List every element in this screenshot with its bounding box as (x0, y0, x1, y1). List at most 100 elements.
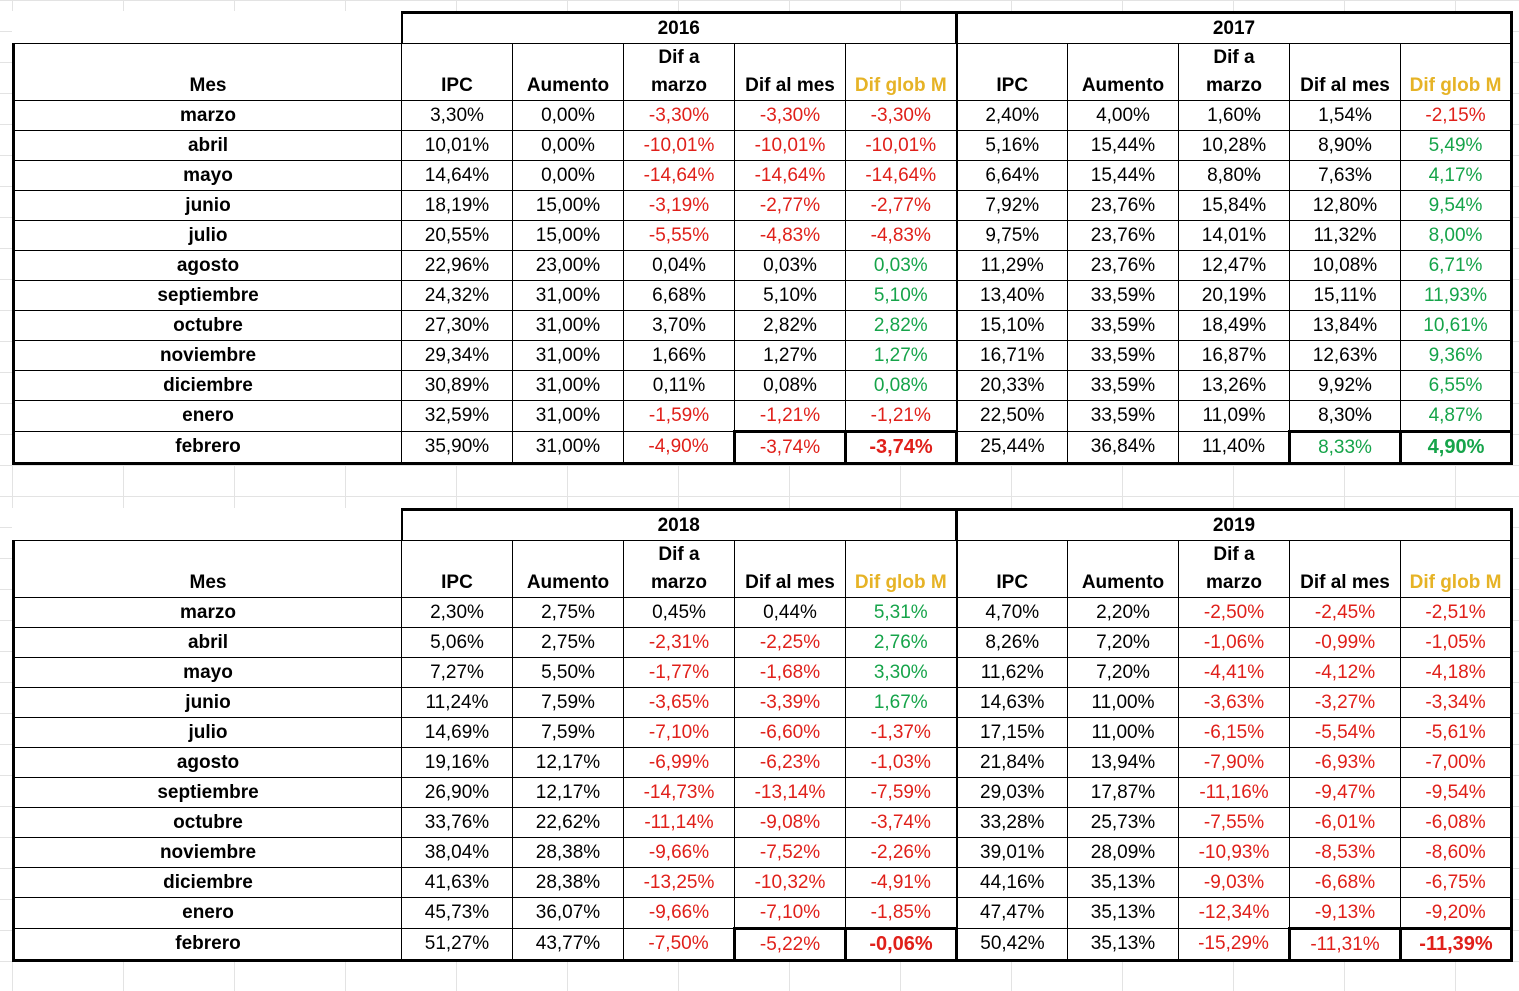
aumento-cell[interactable]: 23,76% (1067, 220, 1179, 251)
ipc-cell[interactable]: 44,16% (955, 867, 1068, 898)
ipc-cell[interactable]: 26,90% (401, 777, 513, 808)
aumento-cell[interactable]: 31,00% (512, 431, 624, 465)
ipc-cell[interactable]: 4,70% (955, 597, 1068, 628)
dif-glob-m-cell[interactable]: -2,51% (1400, 597, 1513, 628)
aumento-cell[interactable]: 2,20% (1067, 597, 1179, 628)
dif-al-mes-cell[interactable]: -2,45% (1289, 597, 1401, 628)
dif-a-marzo-cell[interactable]: 1,66% (623, 340, 735, 371)
month-cell[interactable]: diciembre (12, 867, 402, 898)
dif-a-marzo-cell[interactable]: -9,66% (623, 837, 735, 868)
ipc-cell[interactable]: 14,64% (401, 160, 513, 191)
dif-glob-m-cell[interactable]: 1,27% (845, 340, 957, 371)
dif-al-mes-cell[interactable]: -11,31% (1288, 927, 1402, 962)
dif-a-marzo-cell[interactable]: -7,10% (623, 717, 735, 748)
dif-al-mes-cell[interactable]: -7,52% (734, 837, 846, 868)
dif-glob-m-cell[interactable]: 11,93% (1400, 280, 1513, 311)
ipc-cell[interactable]: 20,33% (955, 370, 1068, 401)
ipc-cell[interactable]: 21,84% (955, 747, 1068, 778)
dif-al-mes-cell[interactable]: 9,92% (1289, 370, 1401, 401)
column-header-dif-al-mes[interactable]: Dif al mes (1289, 43, 1401, 101)
ipc-cell[interactable]: 50,42% (955, 928, 1068, 962)
dif-al-mes-cell[interactable]: -10,32% (734, 867, 846, 898)
dif-al-mes-cell[interactable]: -4,83% (734, 220, 846, 251)
ipc-cell[interactable]: 32,59% (401, 400, 513, 432)
column-header-dif-al-mes[interactable]: Dif al mes (734, 540, 846, 598)
ipc-cell[interactable]: 24,32% (401, 280, 513, 311)
dif-a-marzo-cell[interactable]: 0,45% (623, 597, 735, 628)
dif-glob-m-cell[interactable]: 5,10% (845, 280, 957, 311)
column-header-dif-a-marzo[interactable]: Dif a marzo (623, 540, 735, 598)
aumento-cell[interactable]: 13,94% (1067, 747, 1179, 778)
column-header-aumento[interactable]: Aumento (1067, 540, 1179, 598)
dif-al-mes-cell[interactable]: 8,30% (1289, 400, 1401, 432)
aumento-cell[interactable]: 31,00% (512, 340, 624, 371)
ipc-cell[interactable]: 35,90% (401, 431, 513, 465)
month-cell[interactable]: enero (12, 897, 402, 929)
dif-al-mes-cell[interactable]: -10,01% (734, 130, 846, 161)
dif-a-marzo-cell[interactable]: -4,90% (623, 431, 735, 465)
column-header-dif-a-marzo[interactable]: Dif a marzo (623, 43, 735, 101)
dif-a-marzo-cell[interactable]: 6,68% (623, 280, 735, 311)
dif-al-mes-cell[interactable]: 0,08% (734, 370, 846, 401)
dif-a-marzo-cell[interactable]: -12,34% (1178, 897, 1290, 929)
month-cell[interactable]: mayo (12, 160, 402, 191)
ipc-cell[interactable]: 5,06% (401, 627, 513, 658)
dif-al-mes-cell[interactable]: 13,84% (1289, 310, 1401, 341)
dif-glob-m-cell[interactable]: 0,03% (845, 250, 957, 281)
ipc-cell[interactable]: 51,27% (401, 928, 513, 962)
ipc-cell[interactable]: 2,40% (955, 100, 1068, 131)
month-cell[interactable]: mayo (12, 657, 402, 688)
dif-a-marzo-cell[interactable]: 16,87% (1178, 340, 1290, 371)
dif-a-marzo-cell[interactable]: -9,66% (623, 897, 735, 929)
dif-al-mes-cell[interactable]: -3,74% (733, 430, 847, 465)
month-cell[interactable]: noviembre (12, 837, 402, 868)
dif-glob-m-cell[interactable]: -2,77% (845, 190, 957, 221)
dif-glob-m-cell[interactable]: -1,03% (845, 747, 957, 778)
aumento-cell[interactable]: 43,77% (512, 928, 624, 962)
dif-glob-m-cell[interactable]: -14,64% (845, 160, 957, 191)
aumento-cell[interactable]: 31,00% (512, 400, 624, 432)
month-cell[interactable]: abril (12, 130, 402, 161)
dif-glob-m-cell[interactable]: 5,31% (845, 597, 957, 628)
dif-a-marzo-cell[interactable]: 20,19% (1178, 280, 1290, 311)
column-header-ipc[interactable]: IPC (955, 540, 1068, 598)
dif-a-marzo-cell[interactable]: -1,77% (623, 657, 735, 688)
dif-al-mes-cell[interactable]: -6,23% (734, 747, 846, 778)
month-cell[interactable]: abril (12, 627, 402, 658)
ipc-cell[interactable]: 14,69% (401, 717, 513, 748)
aumento-cell[interactable]: 7,20% (1067, 627, 1179, 658)
ipc-cell[interactable]: 17,15% (955, 717, 1068, 748)
dif-al-mes-cell[interactable]: -9,13% (1289, 897, 1401, 929)
dif-glob-m-cell[interactable]: -1,05% (1400, 627, 1513, 658)
dif-glob-m-cell[interactable]: -11,39% (1399, 927, 1513, 962)
year-header-2018[interactable]: 2018 (400, 508, 958, 541)
dif-al-mes-cell[interactable]: 8,90% (1289, 130, 1401, 161)
aumento-cell[interactable]: 22,62% (512, 807, 624, 838)
aumento-cell[interactable]: 7,59% (512, 687, 624, 718)
aumento-cell[interactable]: 33,59% (1067, 310, 1179, 341)
aumento-cell[interactable]: 15,44% (1067, 160, 1179, 191)
aumento-cell[interactable]: 7,20% (1067, 657, 1179, 688)
aumento-cell[interactable]: 33,59% (1067, 370, 1179, 401)
ipc-cell[interactable]: 25,44% (955, 431, 1068, 465)
dif-al-mes-cell[interactable]: -6,68% (1289, 867, 1401, 898)
dif-al-mes-cell[interactable]: 8,33% (1288, 430, 1402, 465)
ipc-cell[interactable]: 3,30% (401, 100, 513, 131)
aumento-cell[interactable]: 28,38% (512, 867, 624, 898)
dif-a-marzo-cell[interactable]: 11,40% (1178, 431, 1290, 465)
dif-glob-m-cell[interactable]: 5,49% (1400, 130, 1513, 161)
month-cell[interactable]: septiembre (12, 777, 402, 808)
dif-a-marzo-cell[interactable]: 14,01% (1178, 220, 1290, 251)
dif-glob-m-cell[interactable]: 4,17% (1400, 160, 1513, 191)
column-header-mes[interactable]: Mes (12, 43, 402, 101)
dif-glob-m-cell[interactable]: -6,08% (1400, 807, 1513, 838)
month-cell[interactable]: julio (12, 717, 402, 748)
dif-al-mes-cell[interactable]: 1,27% (734, 340, 846, 371)
month-cell[interactable]: octubre (12, 310, 402, 341)
column-header-aumento[interactable]: Aumento (512, 540, 624, 598)
dif-a-marzo-cell[interactable]: -6,99% (623, 747, 735, 778)
dif-a-marzo-cell[interactable]: 1,60% (1178, 100, 1290, 131)
dif-al-mes-cell[interactable]: 12,63% (1289, 340, 1401, 371)
month-cell[interactable]: junio (12, 190, 402, 221)
aumento-cell[interactable]: 17,87% (1067, 777, 1179, 808)
